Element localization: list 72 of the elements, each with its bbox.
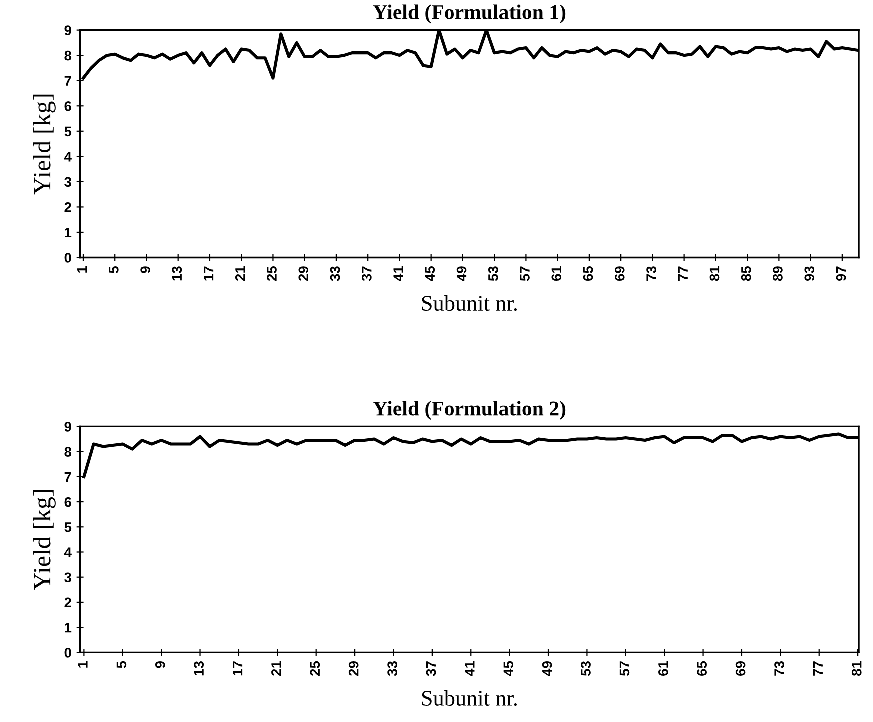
- x-tick-label: 9: [155, 662, 166, 668]
- x-tick-label: 49: [542, 662, 552, 676]
- y-tick-label: 0: [64, 253, 72, 263]
- x-tick-label: 57: [520, 266, 530, 282]
- y-tick-label: 1: [65, 228, 72, 238]
- x-tick-label: 17: [233, 662, 243, 676]
- x-tick-label: 73: [774, 662, 784, 676]
- x-tick-label: 1: [78, 661, 88, 668]
- y-tick-label: 6: [64, 497, 72, 508]
- x-tick-label: 61: [658, 661, 668, 676]
- y-tick-label: 8: [64, 50, 72, 61]
- y-tick-label: 0: [64, 648, 72, 658]
- x-tick-label: 41: [465, 661, 475, 676]
- x-tick-label: 89: [773, 266, 783, 282]
- x-tick-label: 9: [140, 266, 150, 274]
- x-tick-label: 1: [78, 266, 88, 273]
- y-tick-label: 7: [64, 76, 72, 86]
- y-tick-label: 2: [64, 202, 72, 212]
- y-tick-label: 4: [64, 152, 72, 162]
- x-tick-label: 77: [678, 266, 688, 281]
- x-tick-label: 29: [298, 266, 309, 282]
- x-tick-label: 5: [116, 661, 127, 668]
- x-tick-label: 5: [109, 266, 119, 274]
- y-tick-label: 6: [64, 101, 72, 112]
- y-tick-label: 2: [64, 598, 72, 608]
- x-tick-label: 41: [394, 266, 404, 282]
- x-tick-label: 25: [310, 661, 320, 676]
- x-tick-label: 25: [267, 266, 277, 282]
- x-tick-label: 21: [235, 266, 246, 282]
- x-axis-title: Subunit nr.: [422, 295, 517, 312]
- x-tick-label: 53: [488, 266, 498, 282]
- x-tick-label: 97: [836, 266, 846, 282]
- chart-title: Yield (Formulation 2): [373, 401, 566, 420]
- y-tick-label: 8: [64, 447, 72, 457]
- x-tick-label: 49: [456, 266, 467, 282]
- y-tick-label: 4: [64, 548, 72, 558]
- x-tick-label: 65: [697, 661, 708, 676]
- y-tick-label: 5: [64, 522, 72, 532]
- x-tick-label: 13: [172, 266, 182, 281]
- x-tick-label: 33: [388, 662, 398, 676]
- x-tick-label: 37: [362, 266, 372, 282]
- x-tick-label: 13: [194, 662, 204, 676]
- y-axis-title: Yield [kg]: [33, 94, 56, 195]
- x-tick-label: 77: [813, 662, 823, 676]
- x-tick-label: 85: [741, 266, 752, 282]
- x-tick-label: 81: [710, 266, 720, 282]
- x-tick-label: 33: [330, 266, 340, 282]
- chart-title: Yield (Formulation 1): [373, 4, 566, 24]
- y-tick-label: 9: [64, 26, 72, 36]
- x-tick-label: 17: [204, 266, 214, 281]
- x-tick-label: 61: [552, 266, 562, 282]
- x-tick-label: 37: [426, 662, 436, 676]
- x-tick-label: 45: [504, 661, 514, 676]
- x-tick-label: 29: [348, 662, 359, 676]
- x-tick-label: 73: [646, 266, 656, 281]
- x-tick-label: 21: [272, 661, 282, 676]
- y-tick-label: 1: [65, 623, 72, 633]
- x-tick-label: 53: [581, 662, 591, 676]
- x-tick-label: 65: [583, 266, 594, 282]
- x-tick-label: 81: [852, 661, 862, 676]
- x-tick-label: 57: [620, 662, 630, 676]
- y-tick-label: 3: [64, 177, 72, 188]
- y-axis-title: Yield [kg]: [33, 490, 56, 590]
- y-tick-label: 7: [64, 472, 72, 482]
- x-tick-label: 93: [804, 266, 815, 282]
- x-tick-label: 69: [736, 662, 746, 676]
- y-tick-label: 5: [64, 126, 72, 137]
- x-tick-label: 45: [425, 266, 436, 282]
- x-tick-label: 69: [614, 266, 625, 282]
- y-tick-label: 3: [64, 572, 72, 583]
- y-tick-label: 9: [64, 422, 72, 432]
- x-axis-title: Subunit nr.: [422, 690, 517, 706]
